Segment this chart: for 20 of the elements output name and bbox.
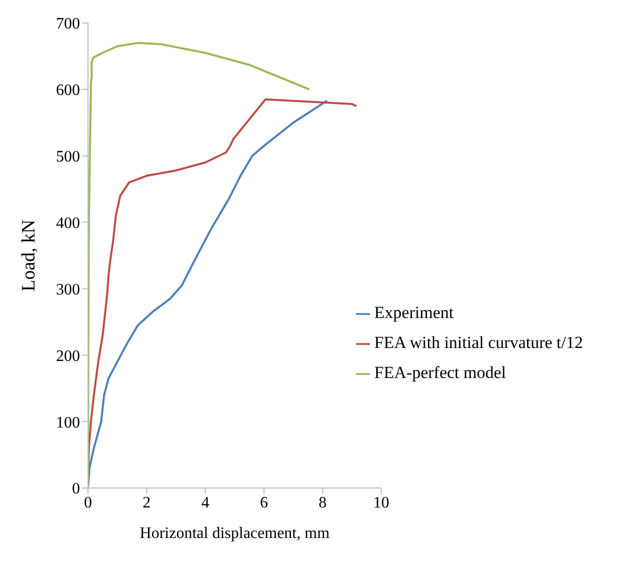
x-tick-label: 8 <box>318 494 327 512</box>
x-tick-label: 0 <box>84 494 92 512</box>
x-tick-label: 4 <box>201 494 210 512</box>
legend-label: FEA-perfect model <box>374 363 506 382</box>
x-tick-label: 6 <box>260 494 268 512</box>
y-tick-label: 200 <box>56 348 80 365</box>
y-tick-label: 400 <box>56 214 80 232</box>
legend-label: Experiment <box>374 303 454 322</box>
y-tick-label: 0 <box>72 480 80 498</box>
y-tick-label: 100 <box>56 414 80 432</box>
x-axis-title: Horizontal displacement, mm <box>140 525 330 542</box>
y-tick-label: 500 <box>56 148 80 166</box>
y-tick-label: 600 <box>56 82 80 100</box>
x-tick-label: 2 <box>142 494 151 512</box>
y-tick-label: 700 <box>56 16 80 33</box>
legend-label: FEA with initial curvature t/12 <box>374 333 583 352</box>
y-tick-label: 300 <box>56 281 80 298</box>
line-series <box>88 42 310 488</box>
y-axis-title: Load, kN <box>18 219 40 292</box>
x-tick-label: 10 <box>373 494 390 512</box>
